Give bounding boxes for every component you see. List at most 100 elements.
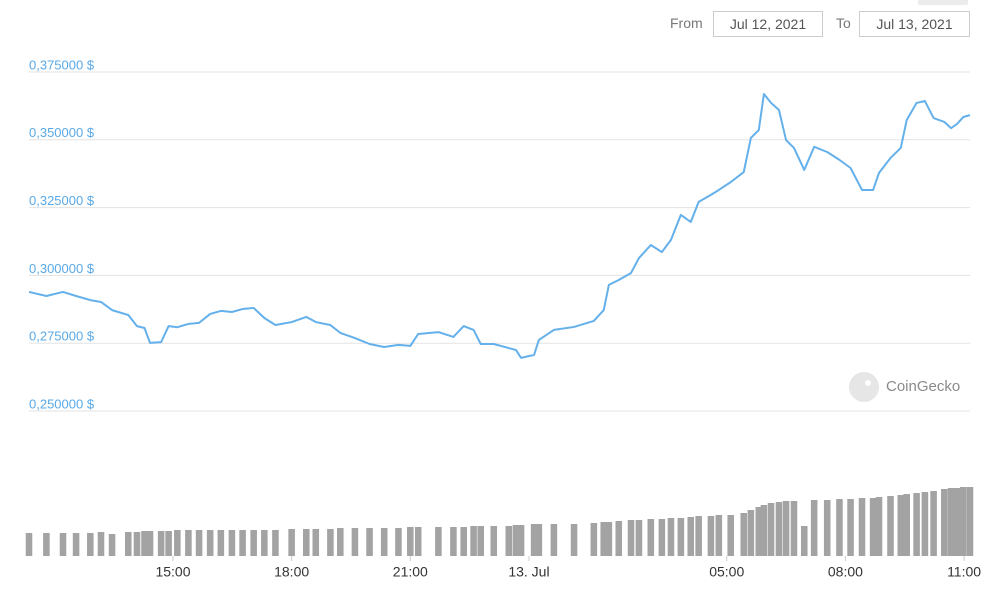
y-tick-label: 0,300000 $: [29, 261, 95, 276]
x-tick-label: 21:00: [393, 564, 428, 580]
volume-bar: [658, 519, 666, 556]
volume-bar: [767, 503, 775, 556]
volume-bar: [530, 524, 538, 556]
volume-bar: [605, 522, 613, 556]
volume-bar: [727, 515, 734, 556]
volume-bar: [590, 523, 598, 556]
volume-bar: [517, 525, 525, 556]
volume-bar: [570, 524, 578, 556]
volume-bar: [337, 528, 344, 556]
volume-bar: [302, 529, 310, 556]
volume-bar: [165, 531, 172, 556]
volume-bar: [460, 527, 467, 556]
volume-bar: [380, 528, 388, 556]
volume-bar: [490, 526, 498, 556]
volume-bar: [823, 500, 831, 556]
volume-bar: [715, 515, 723, 556]
volume-bar: [239, 530, 246, 556]
volume-bar: [858, 498, 866, 556]
volume-bar: [677, 518, 685, 556]
y-tick-label: 0,275000 $: [29, 329, 95, 344]
volume-bar: [272, 530, 279, 556]
volume-bar: [600, 522, 608, 556]
button-stub: [918, 0, 968, 5]
volume-bar: [351, 528, 359, 556]
volume-bar: [930, 491, 937, 556]
volume-bar: [836, 499, 843, 556]
x-tick-label: 18:00: [274, 564, 309, 580]
volume-bar: [695, 516, 702, 556]
volume-bar: [687, 517, 695, 556]
volume-bar: [647, 519, 655, 556]
watermark-logo-eye: [865, 380, 871, 386]
volume-bar: [87, 533, 94, 556]
volume-bar: [146, 531, 154, 556]
volume-bar: [174, 530, 181, 556]
y-tick-label: 0,350000 $: [29, 125, 95, 140]
volume-bar: [760, 505, 768, 556]
volume-bar: [312, 529, 320, 556]
volume-bar: [959, 487, 967, 556]
volume-bar: [505, 526, 513, 556]
volume-bar: [897, 495, 905, 556]
x-tick-label: 15:00: [155, 564, 190, 580]
volume-bar: [470, 526, 477, 556]
price-line: [28, 92, 971, 359]
volume-bar: [228, 530, 236, 556]
volume-bar: [755, 507, 763, 556]
volume-bar: [157, 531, 165, 556]
volume-bar: [627, 520, 635, 556]
volume-bar: [782, 501, 790, 556]
volume-bar: [740, 513, 748, 556]
x-tick-label: 08:00: [828, 564, 863, 580]
volume-bar: [327, 529, 334, 556]
volume-bar: [810, 500, 818, 556]
volume-bar: [635, 520, 643, 556]
watermark-logo: [849, 372, 879, 402]
volume-bar: [414, 527, 422, 556]
x-tick-label: 11:00: [947, 564, 981, 580]
volume-bar: [195, 530, 203, 556]
volume-bar: [550, 524, 558, 556]
volume-bar: [512, 525, 520, 556]
volume-bar: [847, 499, 854, 556]
volume-bar: [288, 529, 295, 556]
volume-bar: [941, 489, 948, 556]
volume-bar: [903, 494, 910, 556]
volume-bar: [450, 527, 457, 556]
x-tick-label: 05:00: [709, 564, 744, 580]
volume-bar: [366, 528, 373, 556]
volume-bar: [790, 501, 798, 556]
volume-bar: [875, 497, 883, 556]
volume-bar: [185, 530, 192, 556]
from-label: From: [670, 15, 703, 31]
volume-bar: [913, 493, 920, 556]
volume-bar: [667, 518, 675, 556]
watermark-text: CoinGecko: [886, 378, 960, 395]
volume-bar: [108, 534, 116, 556]
volume-bar: [869, 498, 877, 556]
volume-bar: [953, 488, 961, 556]
from-date-input[interactable]: Jul 12, 2021: [713, 11, 823, 37]
volume-bar: [59, 533, 67, 556]
volume-bar: [217, 530, 225, 556]
volume-bar: [800, 526, 808, 556]
volume-bar: [477, 526, 484, 556]
volume-bar: [921, 492, 929, 556]
to-date-input[interactable]: Jul 13, 2021: [859, 11, 970, 37]
volume-bar: [775, 502, 783, 556]
volume-bar: [966, 487, 974, 556]
volume-bar: [535, 524, 543, 556]
y-tick-label: 0,250000 $: [29, 396, 95, 411]
y-tick-label: 0,375000 $: [29, 57, 95, 72]
volume-bar: [887, 496, 894, 556]
volume-bar: [97, 532, 105, 556]
volume-bar: [72, 533, 80, 556]
volume-bar: [707, 516, 715, 556]
volume-bar: [747, 510, 755, 556]
volume-bar: [141, 531, 148, 556]
volume-bar: [133, 532, 141, 556]
x-tick-label: 13. Jul: [508, 564, 549, 580]
